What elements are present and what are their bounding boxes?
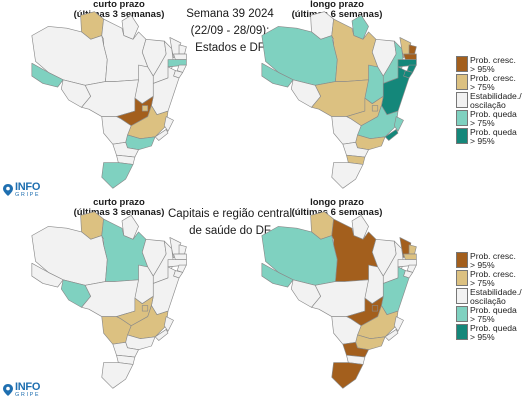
legend-swatch-stable xyxy=(456,92,468,108)
legend-swatch-down95 xyxy=(456,128,468,144)
state-rn xyxy=(178,244,187,255)
legend-swatch-down75 xyxy=(456,110,468,126)
state-mt xyxy=(81,279,139,317)
top-center-title-line3: Estados e DF xyxy=(195,42,265,54)
legend-top-item-down95: Prob. queda > 95% xyxy=(456,128,528,148)
legend-label: Estabilidade./oscilação xyxy=(470,91,522,110)
legend-bottom-item-up75: Prob. cresc. > 75% xyxy=(456,270,528,290)
top-left-header-line2: (últimas 3 semanas) xyxy=(73,9,165,20)
infogripe-logo-bottom: INFO GRIPE xyxy=(3,382,40,398)
state-ac xyxy=(31,62,64,88)
top-center-title: Semana 39 2024 (22/09 - 28/09): Estados … xyxy=(170,6,290,57)
bottom-right-header: longo prazo (últimas 6 semanas) xyxy=(272,198,402,218)
top-center-title-line2: (22/09 - 28/09): xyxy=(190,25,270,37)
legend-swatch-up75 xyxy=(456,74,468,90)
legend-swatch-down75 xyxy=(456,306,468,322)
logo-word: INFO xyxy=(15,381,41,393)
state-ac xyxy=(261,62,294,88)
state-df xyxy=(141,305,149,312)
state-mt xyxy=(311,79,369,117)
legend-label: Prob. queda > 95% xyxy=(470,323,517,342)
legend-label: Prob. cresc. > 95% xyxy=(470,251,516,270)
map-top-long xyxy=(261,11,417,189)
legend-label: Prob. cresc. > 75% xyxy=(470,73,516,92)
bottom-left-header: curto prazo (últimas 3 semanas) xyxy=(54,198,184,218)
legend-top-item-stable: Estabilidade./oscilação xyxy=(456,92,528,112)
state-es xyxy=(163,116,174,132)
legend-top-item-down75: Prob. queda > 75% xyxy=(456,110,528,130)
legend-label: Prob. cresc. > 75% xyxy=(470,269,516,288)
map-bottom-long xyxy=(261,211,417,389)
legend-top-item-up75: Prob. cresc. > 75% xyxy=(456,74,528,94)
legend-label: Prob. queda > 75% xyxy=(470,109,517,128)
legend-bottom-item-down75: Prob. queda > 75% xyxy=(456,306,528,326)
legend-label: Estabilidade./oscilação xyxy=(470,287,522,306)
legend-top: Prob. cresc. > 95% Prob. cresc. > 75% Esta… xyxy=(456,56,528,152)
legend-label: Prob. queda > 95% xyxy=(470,127,517,146)
logo-sub: GRIPE xyxy=(15,392,41,398)
state-rs xyxy=(101,162,134,189)
legend-bottom-item-up95: Prob. cresc. > 95% xyxy=(456,252,528,272)
logo-sub: GRIPE xyxy=(15,192,41,198)
bottom-left-header-line2: (últimas 3 semanas) xyxy=(73,207,165,218)
legend-swatch-stable xyxy=(456,288,468,304)
state-mt xyxy=(81,79,139,117)
bottom-right-header-line1: longo prazo xyxy=(310,197,364,208)
legend-bottom-item-stable: Estabilidade./oscilação xyxy=(456,288,528,308)
state-rn xyxy=(408,44,417,55)
state-rj xyxy=(384,129,399,141)
state-ac xyxy=(31,262,64,288)
top-right-header-line1: longo prazo xyxy=(310,0,364,10)
state-df xyxy=(371,105,379,112)
bottom-center-title-line1: Capitais e região central xyxy=(167,208,292,220)
bottom-right-header-line2: (últimas 6 semanas) xyxy=(291,207,383,218)
state-pb xyxy=(403,253,417,260)
bottom-left-header-line1: curto prazo xyxy=(93,197,145,208)
state-rj xyxy=(154,329,169,341)
state-ac xyxy=(261,262,294,288)
state-rn xyxy=(408,244,417,255)
legend-swatch-down95 xyxy=(456,324,468,340)
top-left-header-line1: curto prazo xyxy=(93,0,145,10)
state-pb xyxy=(403,53,417,60)
state-rs xyxy=(331,162,364,189)
legend-bottom: Prob. cresc. > 95% Prob. cresc. > 75% Esta… xyxy=(456,252,528,348)
legend-swatch-up75 xyxy=(456,270,468,286)
legend-bottom-item-down95: Prob. queda > 95% xyxy=(456,324,528,344)
legend-label: Prob. queda > 75% xyxy=(470,305,517,324)
map-top-short xyxy=(31,11,187,189)
state-df xyxy=(141,105,149,112)
state-rj xyxy=(384,329,399,341)
bottom-center-title-line2: de saúde do DF xyxy=(189,225,271,237)
state-es xyxy=(163,316,174,332)
legend-swatch-up95 xyxy=(456,252,468,268)
state-pb xyxy=(173,53,187,60)
state-rs xyxy=(331,362,364,389)
state-df xyxy=(371,305,379,312)
legend-swatch-up95 xyxy=(456,56,468,72)
top-right-header: longo prazo (últimas 6 semanas) xyxy=(272,0,402,20)
state-rn xyxy=(178,44,187,55)
state-rj xyxy=(154,129,169,141)
map-bottom-short xyxy=(31,211,187,389)
location-pin-icon xyxy=(3,384,13,396)
top-right-header-line2: (últimas 6 semanas) xyxy=(291,9,383,20)
legend-top-item-up95: Prob. cresc. > 95% xyxy=(456,56,528,76)
bottom-center-title: Capitais e região central de saúde do DF xyxy=(160,206,300,240)
location-pin-icon xyxy=(3,184,13,196)
logo-word: INFO xyxy=(15,181,41,193)
state-pb xyxy=(173,253,187,260)
top-center-title-line1: Semana 39 2024 xyxy=(186,8,274,20)
top-left-header: curto prazo (últimas 3 semanas) xyxy=(54,0,184,20)
infogripe-logo-top: INFO GRIPE xyxy=(3,182,40,198)
state-rs xyxy=(101,362,134,389)
state-mt xyxy=(311,279,369,317)
legend-label: Prob. cresc. > 95% xyxy=(470,55,516,74)
state-es xyxy=(393,316,404,332)
state-es xyxy=(393,116,404,132)
